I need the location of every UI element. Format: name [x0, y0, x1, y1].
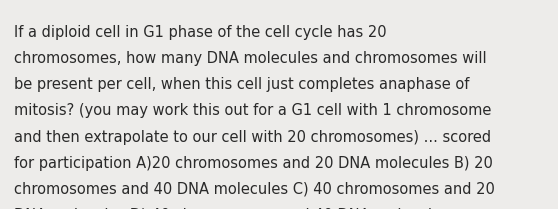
Text: chromosomes, how many DNA molecules and chromosomes will: chromosomes, how many DNA molecules and …: [14, 51, 487, 66]
Text: If a diploid cell in G1 phase of the cell cycle has 20: If a diploid cell in G1 phase of the cel…: [14, 25, 387, 40]
Text: chromosomes and 40 DNA molecules C) 40 chromosomes and 20: chromosomes and 40 DNA molecules C) 40 c…: [14, 182, 495, 197]
Text: mitosis? (you may work this out for a G1 cell with 1 chromosome: mitosis? (you may work this out for a G1…: [14, 103, 492, 119]
Text: for participation A)20 chromosomes and 20 DNA molecules B) 20: for participation A)20 chromosomes and 2…: [14, 156, 493, 171]
Text: and then extrapolate to our cell with 20 chromosomes) ... scored: and then extrapolate to our cell with 20…: [14, 130, 491, 145]
Text: be present per cell, when this cell just completes anaphase of: be present per cell, when this cell just…: [14, 77, 469, 92]
Text: DNA molecules D) 40 chromosomes and 40 DNA molecules: DNA molecules D) 40 chromosomes and 40 D…: [14, 208, 449, 209]
